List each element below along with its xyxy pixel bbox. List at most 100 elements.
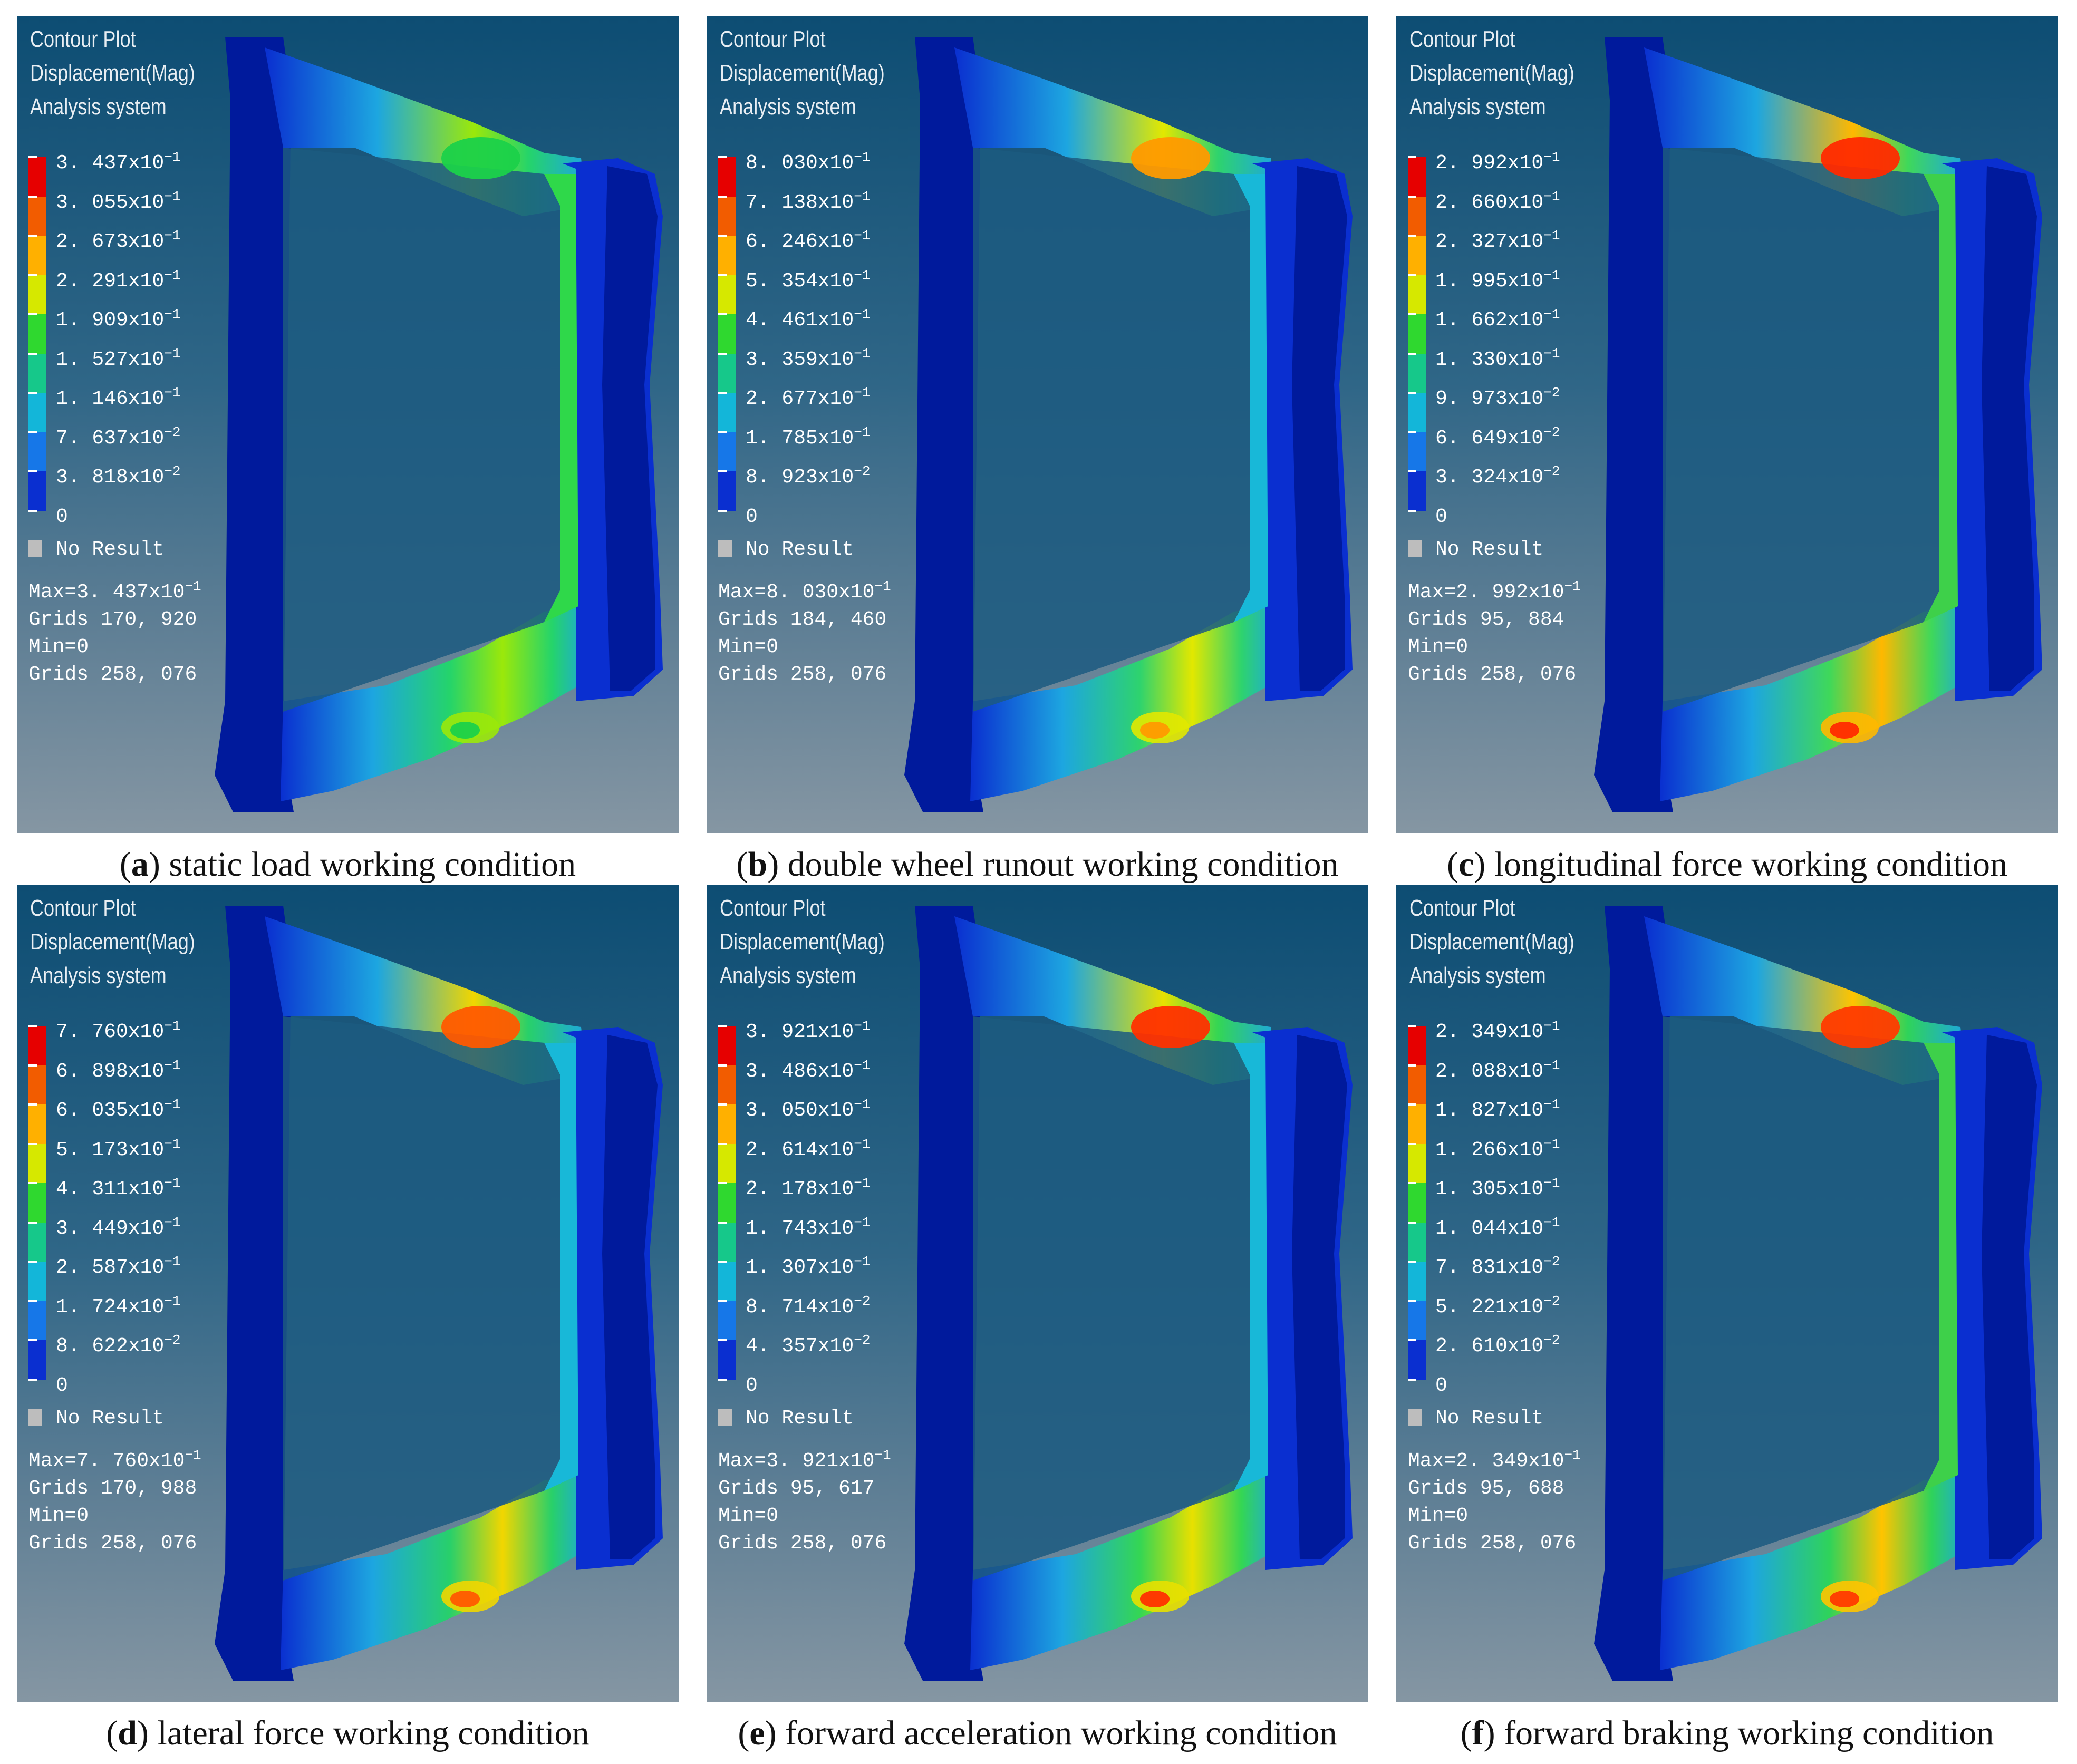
legend-color-band bbox=[28, 1026, 46, 1066]
max-value: Max=2. 349x10−1 bbox=[1408, 1447, 1581, 1472]
max-grids: Grids 170, 920 bbox=[28, 608, 197, 631]
legend-color-band bbox=[718, 1301, 736, 1341]
legend-color-band bbox=[718, 432, 736, 472]
legend-tick-mark bbox=[718, 509, 727, 512]
legend-tick-label: 1. 662x10−1 bbox=[1435, 306, 1560, 332]
legend-tick: 1. 662x10−1 bbox=[1408, 304, 1619, 331]
legend-tick-mark bbox=[1408, 1378, 1416, 1381]
legend-color-band bbox=[1408, 1340, 1426, 1380]
legend-tick-label: 0 bbox=[1435, 505, 1447, 528]
plot-system: Analysis system bbox=[30, 963, 167, 988]
legend-tick: 5. 221x10−2 bbox=[1408, 1291, 1619, 1317]
legend-tick: 7. 637x10−2 bbox=[28, 422, 239, 449]
legend-tick: 3. 921x10−1 bbox=[718, 1015, 929, 1043]
legend-color-band bbox=[718, 314, 736, 354]
legend-color-band bbox=[718, 1183, 736, 1223]
min-max-readout: Max=3. 921x10−1 Grids 95, 617 Min=0 Grid… bbox=[718, 1441, 891, 1557]
legend-tick-label: 2. 587x10−1 bbox=[56, 1254, 181, 1279]
plot-system: Analysis system bbox=[1409, 94, 1546, 120]
legend-color-band bbox=[718, 157, 736, 197]
no-result-swatch bbox=[28, 1408, 42, 1426]
legend-tick-label: 0 bbox=[1435, 1374, 1447, 1397]
min-max-readout: Max=2. 992x10−1 Grids 95, 884 Min=0 Grid… bbox=[1408, 573, 1581, 689]
legend-tick: 1. 307x10−1 bbox=[718, 1251, 929, 1278]
plot-title: Contour Plot bbox=[720, 895, 826, 921]
legend-tick: 5. 354x10−1 bbox=[718, 265, 929, 292]
legend-color-band bbox=[718, 1143, 736, 1184]
legend-tick: 0 bbox=[1408, 500, 1619, 527]
plot-title: Contour Plot bbox=[720, 26, 826, 52]
legend-color-band bbox=[718, 1104, 736, 1145]
caption-c: (c) longitudinal force working condition bbox=[1446, 845, 2008, 884]
legend-tick-label: 2. 088x10−1 bbox=[1435, 1057, 1560, 1083]
contour-panel-b: Contour Plot Displacement(Mag) Analysis … bbox=[707, 16, 1368, 833]
legend-tick-label: 2. 673x10−1 bbox=[56, 228, 181, 253]
no-result-legend: No Result bbox=[1408, 1407, 1543, 1430]
legend-tick-mark bbox=[718, 274, 727, 276]
legend-tick-mark bbox=[1408, 313, 1416, 315]
legend-color-band bbox=[1408, 1026, 1426, 1066]
max-value: Max=7. 760x10−1 bbox=[28, 1447, 201, 1472]
legend-tick: 2. 349x10−1 bbox=[1408, 1015, 1619, 1043]
legend-tick: 3. 449x10−1 bbox=[28, 1212, 239, 1239]
legend-tick-mark bbox=[28, 235, 37, 237]
legend-tick: 6. 649x10−2 bbox=[1408, 422, 1619, 449]
legend-tick: 2. 178x10−1 bbox=[718, 1172, 929, 1200]
no-result-swatch bbox=[718, 1408, 732, 1426]
no-result-legend: No Result bbox=[28, 1407, 164, 1430]
min-grids: Grids 258, 076 bbox=[718, 663, 887, 686]
legend-tick-label: 1. 995x10−1 bbox=[1435, 267, 1560, 293]
legend-tick-label: 7. 637x10−2 bbox=[56, 424, 181, 450]
legend-color-band bbox=[1408, 1301, 1426, 1341]
caption-a: (a) static load working condition bbox=[119, 845, 576, 884]
legend-tick: 2. 614x10−1 bbox=[718, 1133, 929, 1160]
legend-color-band bbox=[28, 432, 46, 472]
plot-system: Analysis system bbox=[720, 963, 856, 988]
legend-tick-label: 3. 449x10−1 bbox=[56, 1214, 181, 1240]
legend-tick-mark bbox=[1408, 1103, 1416, 1106]
legend-tick: 4. 461x10−1 bbox=[718, 304, 929, 331]
legend-tick: 0 bbox=[1408, 1369, 1619, 1396]
legend-color-band bbox=[28, 1301, 46, 1341]
legend-tick: 4. 357x10−2 bbox=[718, 1330, 929, 1357]
legend-color-band bbox=[718, 353, 736, 393]
min-value: Min=0 bbox=[718, 1504, 779, 1527]
max-value: Max=2. 992x10−1 bbox=[1408, 578, 1581, 604]
legend-tick-mark bbox=[718, 1261, 727, 1263]
no-result-swatch bbox=[1408, 539, 1422, 557]
legend-color-band bbox=[1408, 1104, 1426, 1145]
no-result-swatch bbox=[28, 539, 42, 557]
legend-color-band bbox=[1408, 471, 1426, 511]
max-value: Max=3. 437x10−1 bbox=[28, 578, 201, 604]
no-result-swatch bbox=[718, 539, 732, 557]
legend-tick-mark bbox=[28, 1103, 37, 1106]
legend-tick-label: 8. 030x10−1 bbox=[746, 149, 871, 175]
legend-color-band bbox=[718, 393, 736, 433]
legend-tick: 3. 437x10−1 bbox=[28, 147, 239, 174]
caption-f: (f) forward braking working condition bbox=[1460, 1714, 1994, 1752]
legend-tick: 8. 714x10−2 bbox=[718, 1291, 929, 1317]
legend-tick-mark bbox=[1408, 1182, 1416, 1184]
frame-contour-drawing bbox=[1594, 37, 2042, 812]
legend-tick-mark bbox=[1408, 274, 1416, 276]
legend-tick-label: 6. 649x10−2 bbox=[1435, 424, 1560, 450]
legend-tick-label: 1. 307x10−1 bbox=[746, 1254, 871, 1279]
legend-color-band bbox=[1408, 1222, 1426, 1262]
legend-tick-label: 6. 035x10−1 bbox=[56, 1097, 181, 1122]
legend-tick-mark bbox=[28, 1142, 37, 1145]
legend-tick: 1. 527x10−1 bbox=[28, 343, 239, 370]
min-max-readout: Max=3. 437x10−1 Grids 170, 920 Min=0 Gri… bbox=[28, 573, 201, 689]
legend-tick: 1. 827x10−1 bbox=[1408, 1094, 1619, 1121]
no-result-legend: No Result bbox=[28, 538, 164, 561]
no-result-legend: No Result bbox=[1408, 538, 1543, 561]
legend-tick-label: 3. 055x10−1 bbox=[56, 188, 181, 214]
legend-tick-mark bbox=[28, 1261, 37, 1263]
legend-color-band bbox=[28, 1183, 46, 1223]
legend-tick-mark bbox=[718, 1182, 727, 1184]
legend-tick: 1. 743x10−1 bbox=[718, 1212, 929, 1239]
legend-tick-label: 3. 050x10−1 bbox=[746, 1097, 871, 1122]
legend-tick-label: 9. 973x10−2 bbox=[1435, 385, 1560, 410]
contour-panel-d: Contour Plot Displacement(Mag) Analysis … bbox=[17, 885, 679, 1702]
legend-tick-label: 3. 486x10−1 bbox=[746, 1057, 871, 1083]
contour-panel-a: Contour Plot Displacement(Mag) Analysis … bbox=[17, 16, 679, 833]
